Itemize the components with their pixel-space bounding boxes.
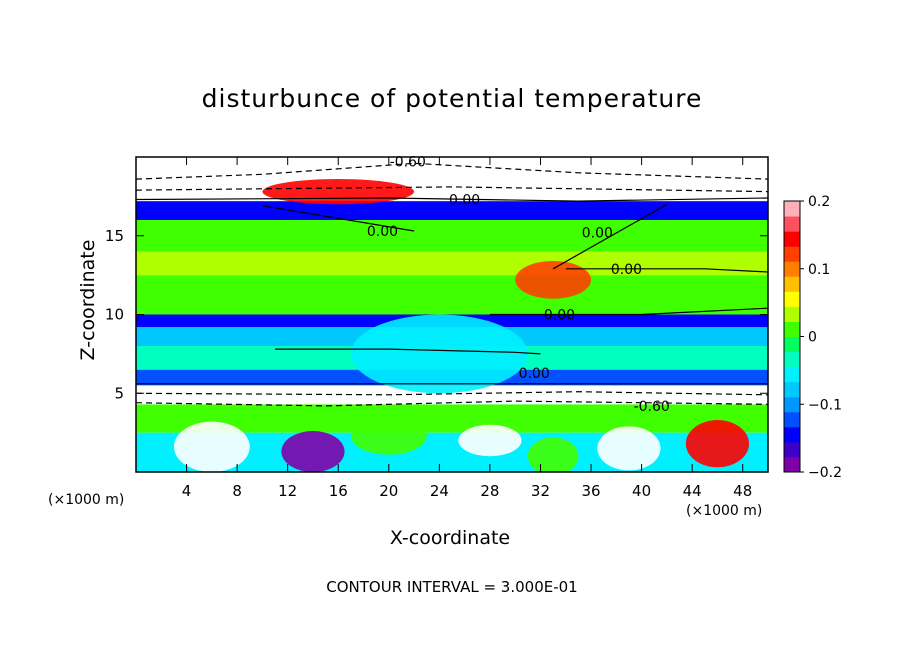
colorbar-swatch bbox=[784, 321, 800, 337]
heat-anomaly bbox=[173, 421, 250, 472]
colorbar-tick-label: 0.2 bbox=[808, 194, 830, 210]
x-tick-label: 36 bbox=[581, 482, 600, 500]
heat-anomaly bbox=[515, 260, 592, 299]
colorbar-swatch bbox=[784, 306, 800, 322]
colorbar-swatch bbox=[784, 261, 800, 277]
x-tick-label: 16 bbox=[329, 482, 348, 500]
x-tick-label: 12 bbox=[278, 482, 297, 500]
y-tick-label: 15 bbox=[105, 227, 124, 245]
heat-band bbox=[136, 404, 768, 433]
heat-anomaly bbox=[597, 426, 661, 471]
contour-lines bbox=[136, 162, 768, 407]
contour-interval-note: CONTOUR INTERVAL = 3.000E-01 bbox=[326, 578, 578, 596]
colorbar-swatch bbox=[784, 411, 800, 428]
contour-label: -0.60 bbox=[390, 155, 426, 171]
contour-zero-7 bbox=[275, 348, 541, 355]
colorbar-swatch bbox=[784, 246, 800, 262]
heat-band bbox=[136, 275, 768, 315]
colorbar-swatch bbox=[784, 441, 800, 458]
x-tick-label: 32 bbox=[531, 482, 550, 500]
heat-anomaly bbox=[281, 431, 345, 472]
colorbar-swatch bbox=[784, 276, 800, 292]
colorbar-tick-label: −0.1 bbox=[808, 397, 842, 413]
x-axis: 4 8 12 16 20 24 28 32 36 40 44 48 bbox=[182, 157, 752, 500]
colorbar-swatch bbox=[784, 456, 800, 473]
colorbar-swatch bbox=[784, 231, 800, 247]
y-tick-label: 10 bbox=[105, 306, 124, 324]
heat-band bbox=[136, 201, 768, 220]
y-axis-label: Z-coordinate bbox=[77, 239, 99, 361]
colorbar: 0.2 0.1 0 −0.1 −0.2 bbox=[783, 194, 842, 481]
contour-labels: -0.60 0.00 0.00 0.00 0.00 0.00 0.00 -0.60 bbox=[367, 155, 670, 415]
heat-anomaly bbox=[685, 420, 750, 468]
y-tick-label: 5 bbox=[114, 384, 124, 402]
heat-anomaly bbox=[458, 424, 522, 457]
heat-band bbox=[136, 220, 768, 252]
contour-label: 0.00 bbox=[449, 193, 480, 209]
colorbar-swatch bbox=[784, 396, 800, 413]
colorbar-swatch bbox=[784, 366, 800, 383]
heat-band bbox=[136, 251, 768, 276]
contour-label: 0.00 bbox=[367, 224, 398, 240]
x-tick-label: 20 bbox=[379, 482, 398, 500]
heat-anomaly bbox=[350, 416, 427, 455]
contour-zero-10 bbox=[489, 307, 768, 316]
heat-band bbox=[136, 157, 768, 189]
x-tick-label: 24 bbox=[430, 482, 449, 500]
x-tick-label: 28 bbox=[480, 482, 499, 500]
chart-title: disturbunce of potential temperature bbox=[201, 84, 703, 113]
heat-anomaly bbox=[350, 314, 528, 394]
contour-ridge-right bbox=[552, 203, 668, 270]
contour-label: 0.00 bbox=[611, 262, 642, 278]
y-axis: 5 10 15 bbox=[105, 227, 768, 402]
contour-negative-top bbox=[136, 162, 768, 180]
contour-zero-upper bbox=[136, 197, 768, 202]
colorbar-tick-label: 0.1 bbox=[808, 262, 830, 278]
contour-label: 0.00 bbox=[582, 226, 613, 242]
x-axis-label: X-coordinate bbox=[389, 527, 511, 549]
contour-negative-upper bbox=[136, 186, 768, 193]
colorbar-swatch bbox=[784, 381, 800, 398]
colorbar-tick-label: −0.2 bbox=[808, 465, 842, 481]
x-tick-label: 8 bbox=[232, 482, 242, 500]
colorbar-swatch bbox=[784, 336, 800, 353]
contour-label: 0.00 bbox=[519, 366, 550, 382]
x-tick-label: 44 bbox=[683, 482, 702, 500]
heat-band bbox=[136, 385, 768, 405]
x-tick-label: 48 bbox=[733, 482, 752, 500]
heat-anomaly bbox=[527, 437, 579, 472]
colorbar-swatch bbox=[784, 216, 800, 232]
contour-zero-mid bbox=[565, 268, 768, 273]
colorbar-swatch bbox=[784, 291, 800, 307]
x-tick-label: 40 bbox=[632, 482, 651, 500]
contour-negative-lower bbox=[136, 400, 768, 407]
heat-anomaly bbox=[262, 179, 415, 205]
x-unit-label-right: (×1000 m) bbox=[686, 503, 763, 519]
contour-label: -0.60 bbox=[634, 399, 670, 415]
contour-label: 0.00 bbox=[544, 308, 575, 324]
colorbar-swatch bbox=[784, 351, 800, 368]
colorbar-tick-label: 0 bbox=[808, 330, 817, 346]
colorbar-swatch bbox=[784, 201, 800, 217]
colorbar-swatch bbox=[784, 426, 800, 443]
x-tick-label: 4 bbox=[182, 482, 192, 500]
contour-ridge-left bbox=[262, 205, 415, 232]
x-unit-label-left: (×1000 m) bbox=[48, 492, 125, 508]
